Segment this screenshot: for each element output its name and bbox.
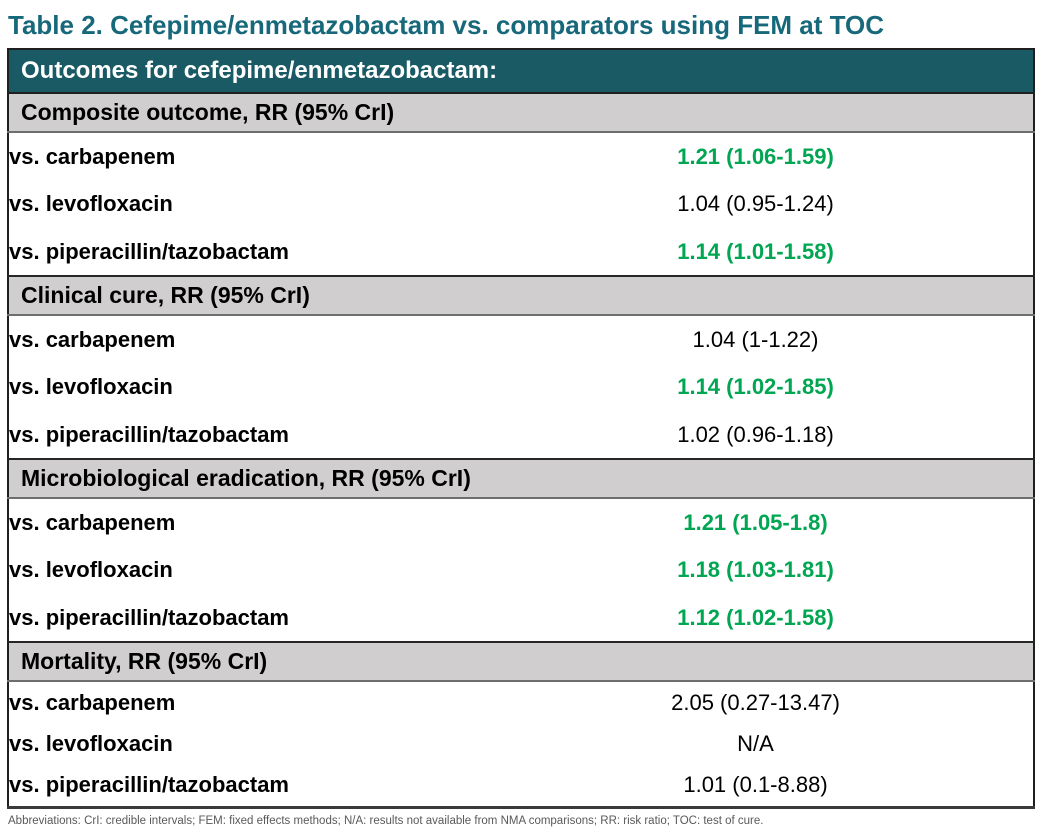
rr-value: 1.14 (1.02-1.85) xyxy=(677,374,834,399)
table-main-header: Outcomes for cefepime/enmetazobactam: xyxy=(8,49,1034,94)
table-row: vs. levofloxacin 1.14 (1.02-1.85) xyxy=(8,363,1034,411)
comparator-label: vs. levofloxacin xyxy=(9,374,173,399)
section-header-mortality: Mortality, RR (95% CrI) xyxy=(8,641,1034,682)
comparator-label: vs. levofloxacin xyxy=(9,191,173,216)
rr-value: 1.02 (0.96-1.18) xyxy=(677,421,834,447)
section-header-microbiological-eradication: Microbiological eradication, RR (95% CrI… xyxy=(8,458,1034,499)
table-row: vs. piperacillin/tazobactam 1.02 (0.96-1… xyxy=(8,411,1034,459)
page-title: Table 2. Cefepime/enmetazobactam vs. com… xyxy=(8,10,885,40)
section-header-label: Clinical cure, RR (95% CrI) xyxy=(8,275,1034,316)
comparator-label: vs. carbapenem xyxy=(9,509,176,535)
abbreviations-footnote: Abbreviations: CrI: credible intervals; … xyxy=(8,814,764,827)
rr-value: 1.18 (1.03-1.81) xyxy=(677,557,834,582)
comparator-label: vs. levofloxacin xyxy=(9,557,173,582)
table-row: vs. carbapenem 1.21 (1.05-1.8) xyxy=(8,498,1034,546)
table-row: vs. piperacillin/tazobactam 1.12 (1.02-1… xyxy=(8,594,1034,642)
table-row: vs. piperacillin/tazobactam 1.01 (0.1-8.… xyxy=(8,765,1034,807)
outcomes-table: Outcomes for cefepime/enmetazobactam: Co… xyxy=(7,48,1035,809)
rr-value: 1.21 (1.05-1.8) xyxy=(683,509,828,535)
table-row: vs. levofloxacin 1.04 (0.95-1.24) xyxy=(8,180,1034,228)
comparator-label: vs. piperacillin/tazobactam xyxy=(9,238,289,264)
rr-value: 2.05 (0.27-13.47) xyxy=(671,689,840,715)
rr-value: 1.04 (0.95-1.24) xyxy=(677,191,834,216)
comparator-label: vs. carbapenem xyxy=(9,326,176,352)
comparator-label: vs. piperacillin/tazobactam xyxy=(9,604,289,630)
table-row: vs. carbapenem 2.05 (0.27-13.47) xyxy=(8,681,1034,723)
comparator-label: vs. levofloxacin xyxy=(9,731,173,756)
comparator-label: vs. carbapenem xyxy=(9,143,176,169)
table-row: vs. carbapenem 1.04 (1-1.22) xyxy=(8,315,1034,363)
rr-value: N/A xyxy=(737,731,774,756)
rr-value: 1.12 (1.02-1.58) xyxy=(677,604,834,630)
section-header-composite-outcome: Composite outcome, RR (95% CrI) xyxy=(8,92,1034,133)
comparator-label: vs. piperacillin/tazobactam xyxy=(9,421,289,447)
comparator-label: vs. piperacillin/tazobactam xyxy=(9,772,289,798)
rr-value: 1.01 (0.1-8.88) xyxy=(683,772,828,798)
rr-value: 1.21 (1.06-1.59) xyxy=(677,143,834,169)
table-row: vs. levofloxacin N/A xyxy=(8,723,1034,765)
table-row: vs. levofloxacin 1.18 (1.03-1.81) xyxy=(8,546,1034,594)
comparator-label: vs. carbapenem xyxy=(9,689,176,715)
section-header-label: Composite outcome, RR (95% CrI) xyxy=(8,92,1034,133)
table-row: vs. carbapenem 1.21 (1.06-1.59) xyxy=(8,132,1034,180)
section-header-label: Mortality, RR (95% CrI) xyxy=(8,641,1034,682)
table-row: vs. piperacillin/tazobactam 1.14 (1.01-1… xyxy=(8,228,1034,276)
rr-value: 1.14 (1.01-1.58) xyxy=(677,238,834,264)
section-header-clinical-cure: Clinical cure, RR (95% CrI) xyxy=(8,275,1034,316)
main-header-row: Outcomes for cefepime/enmetazobactam: xyxy=(8,49,1034,94)
rr-value: 1.04 (1-1.22) xyxy=(692,326,819,352)
section-header-label: Microbiological eradication, RR (95% CrI… xyxy=(8,458,1034,499)
